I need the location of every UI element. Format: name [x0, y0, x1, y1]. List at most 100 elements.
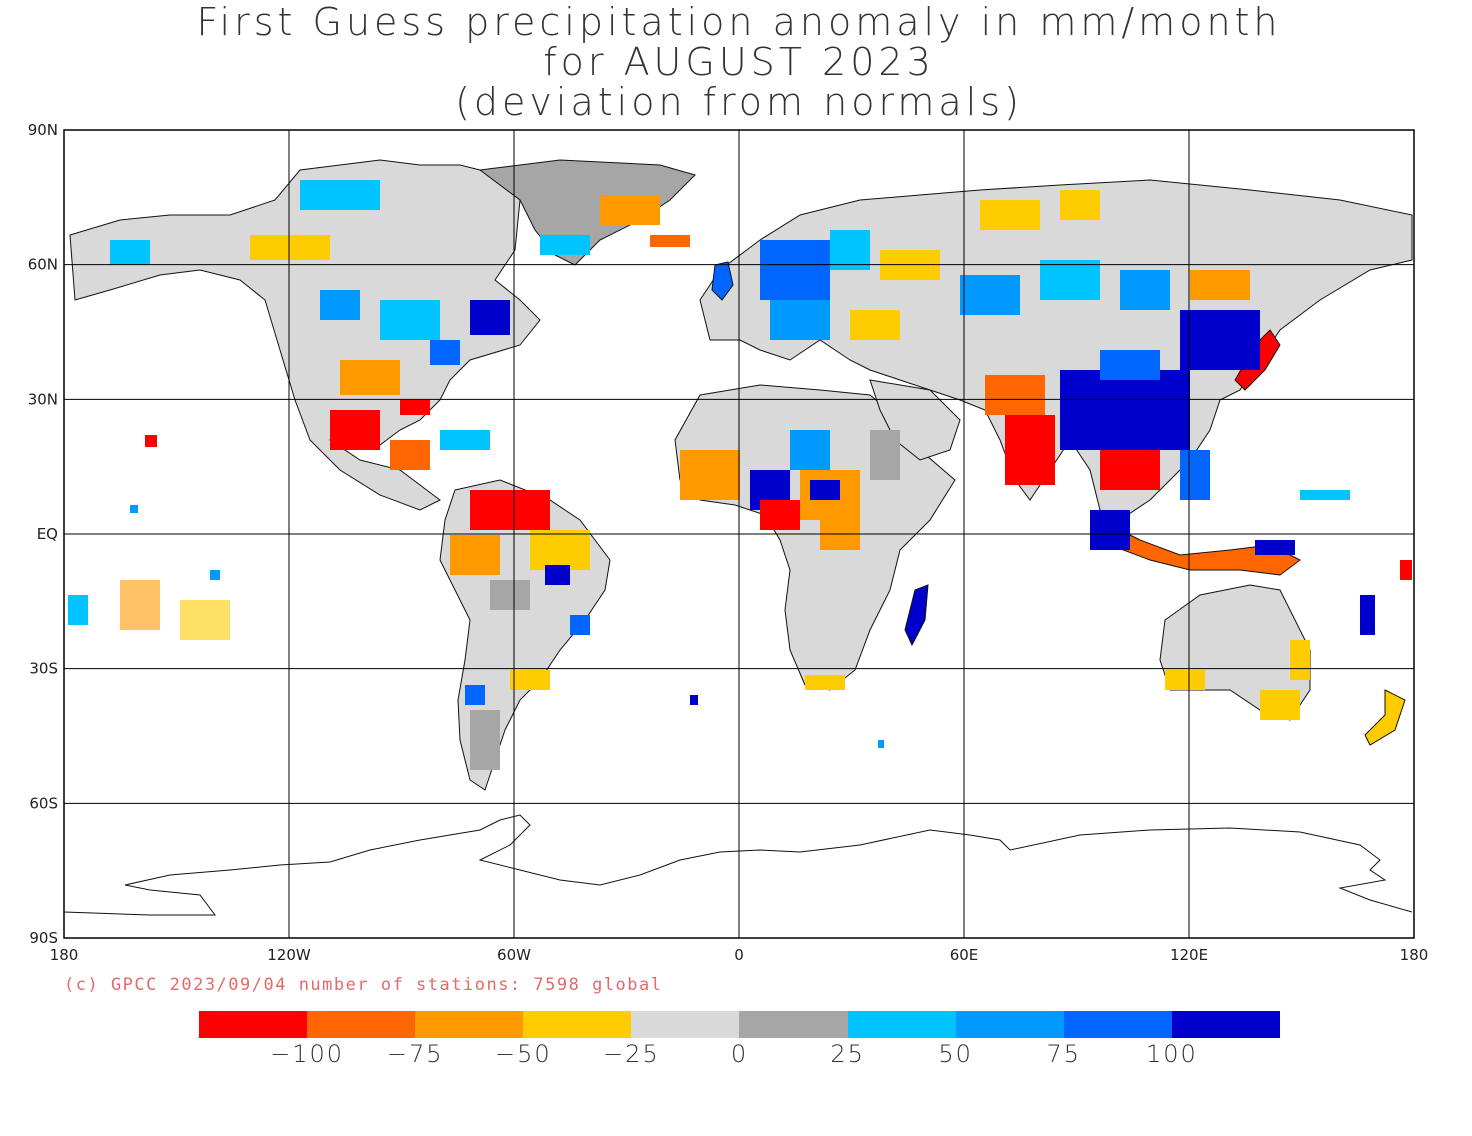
anomaly-patch [540, 235, 590, 255]
longitude-label: 180 [50, 946, 79, 964]
anomaly-patch [870, 430, 900, 480]
anomaly-patch [1120, 270, 1170, 310]
anomaly-patch [180, 600, 230, 640]
anomaly-patch [1005, 415, 1055, 485]
anomaly-patch [770, 300, 830, 340]
anomaly-patch [600, 195, 660, 225]
legend-swatch [739, 1011, 848, 1038]
anomaly-patch [320, 290, 360, 320]
legend-tick-label: 50 [938, 1040, 973, 1068]
legend-tick-label: 0 [730, 1040, 749, 1068]
anomaly-patch [470, 490, 550, 530]
anomaly-patch [300, 180, 380, 210]
anomaly-patch [820, 520, 860, 550]
longitude-label: 0 [734, 946, 744, 964]
anomaly-patch [1290, 640, 1310, 680]
anomaly-patch [1190, 270, 1250, 300]
anomaly-patch [570, 615, 590, 635]
anomaly-patch [450, 535, 500, 575]
title-line-2: for AUGUST 2023 [543, 40, 935, 84]
longitude-label: 60E [950, 946, 979, 964]
anomaly-patch [490, 580, 530, 610]
latitude-label: 90S [29, 929, 58, 947]
legend-tick-label: 100 [1145, 1040, 1198, 1068]
longitude-label: 60W [497, 946, 531, 964]
antarctica [63, 814, 1413, 916]
anomaly-patch [250, 235, 330, 260]
legend-swatch [955, 1011, 1064, 1038]
latitude-label: 90N [28, 121, 58, 139]
latitude-label: 60S [29, 794, 58, 812]
anomaly-patch [985, 375, 1045, 415]
anomaly-patch [1255, 540, 1295, 555]
legend-tick-label: −100 [270, 1040, 345, 1068]
anomaly-patch [470, 710, 500, 770]
color-legend [199, 1011, 1280, 1038]
anomaly-patch [760, 240, 830, 300]
new-zealand [1364, 689, 1406, 746]
longitude-label: 180 [1400, 946, 1429, 964]
longitude-label: 120E [1170, 946, 1208, 964]
anomaly-patch [1180, 450, 1210, 500]
legend-swatch [631, 1011, 740, 1038]
anomaly-patch [1060, 370, 1190, 450]
legend-swatch [847, 1011, 956, 1038]
anomaly-patch [380, 300, 440, 340]
anomaly-patch [390, 440, 430, 470]
anomaly-patch [430, 340, 460, 365]
legend-swatch [415, 1011, 524, 1038]
anomaly-patch [790, 430, 830, 470]
anomaly-patch [650, 235, 690, 247]
title-line-3: (deviation from normals) [455, 80, 1023, 124]
map-title: First Guess precipitation anomaly in mm/… [0, 2, 1472, 122]
anomaly-patches [68, 180, 1412, 770]
legend-swatch [1171, 1011, 1280, 1038]
legend-tick-label: −50 [494, 1040, 552, 1068]
anomaly-patch [465, 685, 485, 705]
latitude-label: 60N [28, 256, 58, 274]
anomaly-patch [1100, 450, 1160, 490]
anomaly-patch [110, 240, 150, 265]
anomaly-patch [805, 675, 845, 690]
anomaly-patch [510, 670, 550, 690]
anomaly-patch [980, 200, 1040, 230]
anomaly-patch [330, 410, 380, 450]
anomaly-patch [400, 400, 430, 415]
anomaly-patch [1090, 510, 1130, 550]
indonesia [1099, 518, 1301, 576]
gridlines [64, 130, 1414, 938]
anomaly-patch [1260, 690, 1300, 720]
anomaly-patch [210, 570, 220, 580]
anomaly-patch [810, 480, 840, 500]
anomaly-patch [1400, 560, 1412, 580]
anomaly-patch [1300, 490, 1350, 500]
greenland [478, 159, 696, 266]
anomaly-patch [680, 450, 740, 500]
anomaly-patch [145, 435, 157, 447]
legend-tick-label: −75 [386, 1040, 444, 1068]
longitude-labels: 180 120W 60W 0 60E 120E 180 [50, 946, 1429, 964]
anomaly-patch [120, 580, 160, 630]
anomaly-patch [68, 595, 88, 625]
anomaly-patch [1040, 260, 1100, 300]
anomaly-patch [1060, 190, 1100, 220]
anomaly-patch [130, 505, 138, 513]
legend-swatch [199, 1011, 308, 1038]
anomaly-patch [545, 565, 570, 585]
arabia [869, 379, 961, 461]
latitude-labels: 90N 60N 30N EQ 30S 60S 90S [28, 121, 58, 947]
longitude-label: 120W [267, 946, 311, 964]
anomaly-patch [760, 500, 800, 530]
latitude-label: 30S [29, 660, 58, 678]
anomaly-patch [1100, 350, 1160, 380]
legend-swatch [523, 1011, 632, 1038]
anomaly-patch [530, 530, 590, 570]
anomaly-patch [1180, 310, 1260, 370]
anomaly-patch [1360, 595, 1375, 635]
legend-tick-label: 75 [1046, 1040, 1082, 1068]
anomaly-patch [830, 230, 870, 270]
anomaly-patch [1165, 670, 1205, 690]
anomaly-patch [690, 695, 698, 705]
madagascar [904, 584, 929, 647]
